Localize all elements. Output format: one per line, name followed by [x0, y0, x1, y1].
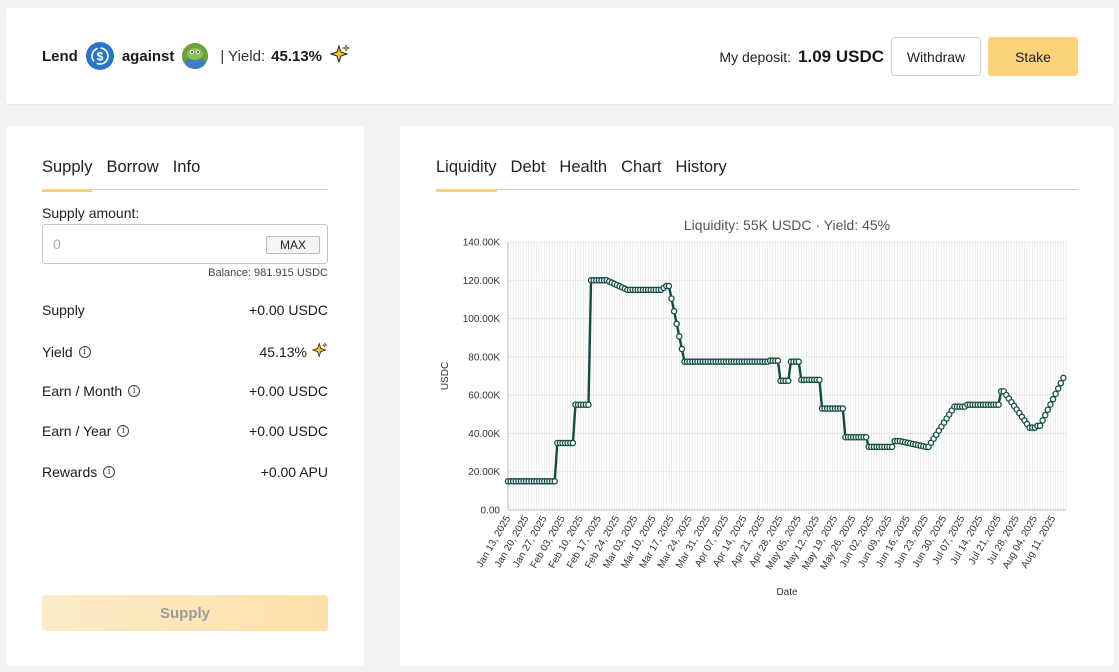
yield-value: 45.13% — [271, 47, 322, 65]
row-value: +0.00 USDC — [249, 383, 328, 399]
tab-health[interactable]: Health — [559, 158, 608, 176]
data-point — [995, 401, 1002, 408]
row-label-wrap: Rewards i — [42, 464, 116, 480]
y-tick-label: 20.00K — [468, 467, 500, 478]
data-point — [676, 333, 683, 340]
y-tick-label: 60.00K — [468, 391, 500, 402]
data-point — [665, 282, 673, 290]
row-value: 45.13% — [259, 343, 307, 360]
row-label: Earn / Month — [42, 383, 123, 399]
row-label-wrap: Earn / Month i — [42, 383, 141, 399]
data-point — [1060, 374, 1067, 382]
liquidity-chart: 0.00 20.00K 40.00K 60.00K 80.00K 100.00K 120.0… — [440, 217, 1067, 598]
supply-row: Supply +0.00 USDC — [42, 302, 328, 318]
data-point — [774, 357, 782, 364]
yield-label: | Yield: — [220, 47, 266, 65]
row-label-wrap: Yield i — [42, 344, 91, 360]
data-point — [668, 295, 675, 302]
data-point — [678, 345, 686, 353]
supply-amount-input[interactable] — [53, 234, 253, 254]
data-point — [862, 434, 870, 441]
row-label: Earn / Year — [42, 423, 112, 439]
data-point — [670, 307, 678, 315]
supply-tabs: Supply Borrow Info — [42, 158, 328, 192]
usdc-icon: $ — [85, 42, 114, 70]
tab-history[interactable]: History — [675, 158, 727, 176]
info-icon[interactable]: i — [103, 466, 116, 478]
chart-tabs: Liquidity Debt Health Chart History — [436, 158, 1078, 192]
header-bar: Lend $ against | Yield: 45.13% — [6, 8, 1114, 104]
data-point — [1057, 379, 1065, 387]
row-label: Supply — [42, 302, 85, 318]
data-point — [1039, 417, 1046, 424]
earn-year-row: Earn / Year i +0.00 USDC — [42, 423, 328, 439]
yield-row: Yield i 45.13% — [42, 342, 328, 361]
info-icon[interactable]: i — [117, 425, 130, 437]
tab-chart[interactable]: Chart — [621, 158, 662, 176]
row-label: Rewards — [42, 464, 98, 480]
tab-borrow[interactable]: Borrow — [106, 158, 159, 176]
pool-title: Lend $ against | Yield: 45.13% — [42, 42, 350, 70]
y-tick-label: 0.00 — [481, 506, 501, 517]
earn-month-row: Earn / Month i +0.00 USDC — [42, 383, 328, 399]
chart-panel: Liquidity Debt Health Chart History 0.00… — [400, 126, 1114, 666]
stake-button[interactable]: Stake — [988, 37, 1078, 76]
data-point — [673, 320, 680, 328]
svg-text:$: $ — [97, 50, 104, 64]
lend-label: Lend — [42, 47, 78, 65]
row-value-wrap: 45.13% — [260, 342, 328, 361]
data-point — [1052, 390, 1059, 398]
row-value: +0.00 APU — [260, 464, 328, 480]
y-tick-label: 100.00K — [463, 314, 501, 325]
row-label-wrap: Earn / Year i — [42, 423, 130, 439]
chart-title: Liquidity: 55K USDC · Yield: 45% — [684, 217, 890, 233]
data-point — [1036, 422, 1044, 430]
x-axis-label: Date — [776, 587, 798, 598]
data-point — [1041, 411, 1049, 419]
deposit-area: My deposit: 1.09 USDC Withdraw Stake — [719, 37, 1078, 76]
y-tick-label: 120.00K — [463, 276, 501, 287]
balance-text: Balance: 981.915 USDC — [208, 267, 328, 279]
tab-debt[interactable]: Debt — [510, 158, 546, 176]
deposit-label: My deposit: — [719, 48, 792, 65]
supply-amount-label: Supply amount: — [42, 205, 140, 221]
data-point — [1044, 406, 1052, 414]
supply-button[interactable]: Supply — [42, 595, 328, 631]
row-value: +0.00 USDC — [249, 423, 328, 439]
data-point — [1054, 385, 1062, 392]
supply-panel: Supply Borrow Info Supply amount: MAX Ba… — [6, 126, 364, 666]
data-point — [888, 443, 896, 451]
pepe-token-icon — [182, 43, 209, 69]
data-point — [816, 376, 823, 384]
tab-liquidity[interactable]: Liquidity — [436, 158, 497, 192]
info-icon[interactable]: i — [128, 385, 141, 397]
withdraw-button[interactable]: Withdraw — [891, 37, 981, 76]
data-point — [1047, 401, 1054, 408]
row-value: +0.00 USDC — [249, 302, 328, 318]
against-label: against — [121, 47, 175, 65]
sparkle-icon — [329, 44, 350, 68]
tab-supply[interactable]: Supply — [42, 158, 93, 192]
y-tick-label: 40.00K — [468, 429, 500, 440]
rewards-row: Rewards i +0.00 APU — [42, 464, 328, 480]
data-point — [569, 439, 577, 447]
max-button[interactable]: MAX — [266, 236, 320, 254]
tab-info[interactable]: Info — [172, 158, 201, 176]
deposit-value: 1.09 USDC — [798, 46, 884, 66]
y-axis-label: USDC — [440, 362, 451, 390]
sparkle-icon — [311, 342, 328, 361]
data-point — [1049, 395, 1057, 403]
data-point — [585, 401, 592, 408]
row-label: Yield — [42, 343, 73, 360]
supply-amount-field: MAX — [42, 224, 328, 264]
data-point — [795, 358, 802, 365]
y-tick-label: 140.00K — [463, 238, 501, 249]
info-icon[interactable]: i — [78, 345, 91, 358]
data-point — [839, 405, 847, 412]
y-tick-label: 80.00K — [468, 352, 500, 363]
data-point — [551, 478, 558, 485]
data-point — [785, 377, 792, 385]
